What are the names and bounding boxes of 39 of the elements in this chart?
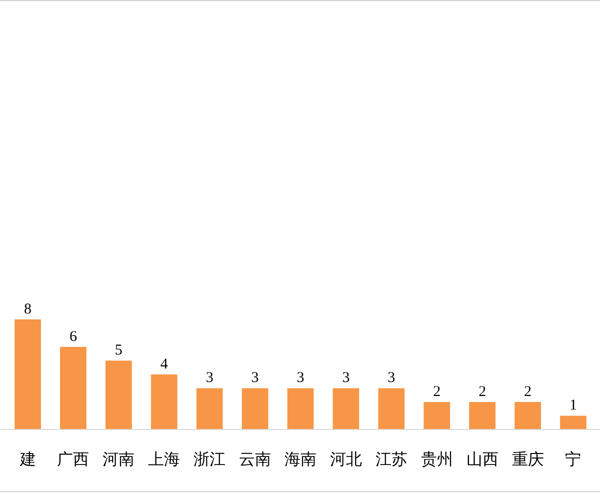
bar (424, 402, 450, 430)
data-label: 3 (251, 370, 259, 386)
bar (514, 402, 541, 430)
x-tick-label: 海南 (284, 450, 316, 468)
data-label: 5 (114, 342, 122, 359)
x-tick-label: 宁 (565, 450, 582, 468)
bar (150, 374, 178, 430)
data-label: 1 (569, 398, 577, 414)
data-label: 2 (478, 384, 486, 400)
x-tick-label: 江苏 (375, 450, 408, 468)
x-tick-label: 贵州 (420, 450, 453, 468)
x-tick-label: 浙江 (194, 450, 226, 468)
x-tick-label: 河北 (330, 450, 362, 468)
data-label: 2 (433, 384, 441, 400)
x-tick-label: 重庆 (512, 450, 544, 468)
bar (60, 346, 86, 430)
data-label: 8 (24, 301, 32, 318)
bar (287, 388, 314, 430)
data-label: 3 (388, 370, 396, 386)
data-label: 3 (342, 370, 350, 386)
x-tick-label: 河南 (102, 450, 135, 468)
bar (196, 388, 223, 430)
bar (469, 402, 496, 430)
bar (332, 388, 360, 430)
bar (378, 388, 405, 430)
x-tick-label: 山西 (466, 450, 498, 468)
data-label: 3 (296, 370, 304, 386)
x-tick-label: 云南 (239, 450, 272, 468)
data-label: 3 (206, 370, 214, 386)
x-tick-label: 建 (18, 450, 36, 468)
bar (14, 319, 41, 430)
data-label: 6 (69, 328, 78, 345)
bar (106, 360, 132, 430)
x-tick-label: 上海 (148, 450, 180, 468)
data-label: 4 (160, 356, 168, 372)
data-label: 2 (524, 384, 532, 400)
bar (242, 388, 268, 430)
x-tick-label: 广西 (57, 450, 90, 468)
bar (560, 416, 586, 430)
